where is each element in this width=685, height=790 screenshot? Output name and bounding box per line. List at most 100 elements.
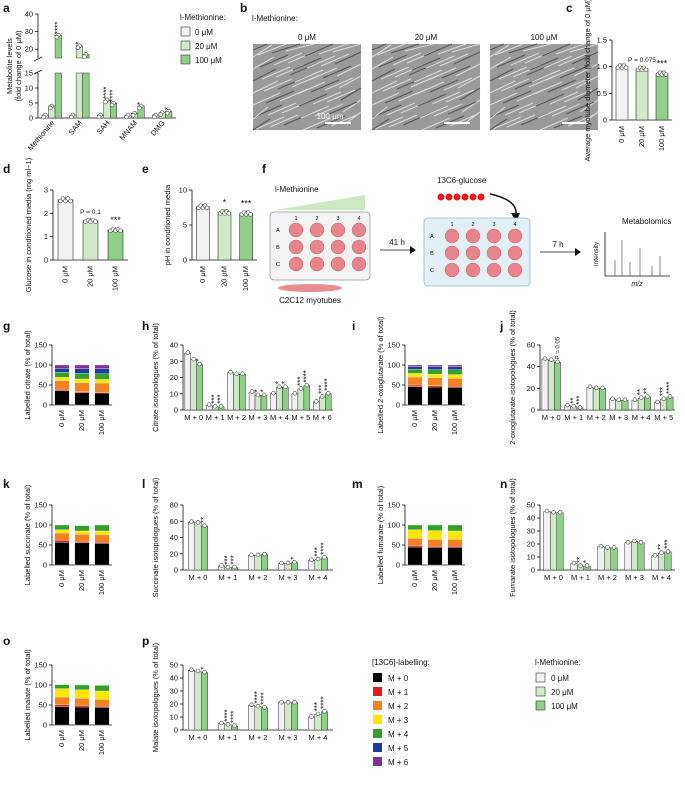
panel-letter-o: o bbox=[3, 634, 10, 648]
y-tick-label: 5 bbox=[183, 221, 187, 230]
y-axis-title: Labelled 2-oxoglutarate (% of total) bbox=[376, 316, 385, 433]
bar-M + 3-2 bbox=[260, 395, 268, 411]
myotube-fiber bbox=[314, 103, 344, 117]
replicate-dot bbox=[661, 396, 666, 401]
myotube-fiber bbox=[529, 57, 559, 71]
myotube-fiber bbox=[427, 67, 457, 81]
x-tick-label: 100 μM bbox=[111, 266, 120, 291]
panel-letter-j: j bbox=[499, 319, 503, 333]
y-tick-label: 20 bbox=[170, 700, 178, 709]
replicate-dot bbox=[610, 396, 615, 401]
significance-label: **** bbox=[53, 22, 62, 34]
y-tick-label: 50 bbox=[39, 541, 47, 550]
myotube-fiber bbox=[371, 106, 388, 120]
y-tick-label: 1.5 bbox=[597, 36, 607, 45]
replicate-dot bbox=[279, 699, 284, 705]
y-tick-label: 100 bbox=[34, 361, 47, 370]
myotube-fiber bbox=[489, 56, 512, 70]
bar-M + 0-2 bbox=[201, 672, 208, 731]
replicate-dot bbox=[625, 539, 631, 545]
stack-segment-M3 bbox=[94, 379, 110, 384]
myotube-fiber bbox=[571, 51, 599, 65]
x-tick-label: 100 μM bbox=[97, 730, 106, 755]
y-tick-label: 0 bbox=[43, 721, 47, 730]
bar-M + 0-2 bbox=[554, 362, 561, 411]
y-tick-label: 150 bbox=[34, 501, 47, 510]
x-tick-label: 100 μM bbox=[657, 126, 666, 151]
replicate-dot bbox=[285, 699, 291, 705]
myotube-fiber bbox=[371, 44, 392, 58]
myotube-fiber bbox=[374, 116, 404, 130]
myotube-fiber bbox=[378, 54, 408, 68]
bar-100 μM bbox=[655, 73, 669, 121]
time-label-2: 7 h bbox=[552, 240, 563, 249]
well-col-label: 4 bbox=[513, 222, 516, 228]
replicate-dot bbox=[165, 110, 170, 116]
significance-label: P = 0.075 bbox=[628, 57, 656, 64]
stack-segment-M2 bbox=[74, 698, 90, 706]
myotube-fiber bbox=[376, 43, 406, 56]
myotube-fiber bbox=[371, 80, 398, 94]
micrograph-label: 0 μM bbox=[298, 33, 316, 42]
x-tick-label: M + 4 bbox=[309, 573, 328, 582]
x-tick-label: M + 4 bbox=[309, 733, 328, 742]
stack-segment-M0 bbox=[54, 706, 70, 726]
myotube-fiber bbox=[382, 78, 412, 92]
stack-segment-M1 bbox=[447, 546, 463, 548]
myotube-fiber bbox=[371, 68, 396, 82]
replicate-dot bbox=[292, 699, 297, 705]
x-tick-label: 0 μM bbox=[57, 410, 66, 427]
glucose-label: 13C6-glucose bbox=[437, 176, 487, 185]
x-tick-label: M + 0 bbox=[542, 413, 561, 422]
y-tick-label: 10 bbox=[527, 553, 535, 562]
myotube-fiber bbox=[294, 69, 324, 83]
replicate-dot bbox=[189, 667, 194, 672]
bar-M + 3-0 bbox=[248, 391, 256, 411]
well bbox=[507, 262, 523, 278]
x-tick-label: SAH bbox=[95, 119, 112, 137]
stack-segment-M2 bbox=[74, 534, 90, 542]
significance-label: *** bbox=[659, 387, 668, 396]
y-tick-label: 0 bbox=[603, 116, 607, 125]
stack-segment-M3 bbox=[447, 374, 463, 379]
significance-label: P = 0.05 bbox=[556, 336, 562, 359]
y-axis-title: Metabolite levels bbox=[5, 38, 14, 94]
well bbox=[507, 228, 523, 244]
bar-M + 2-0 bbox=[248, 705, 255, 731]
myotube-fiber bbox=[457, 75, 481, 89]
replicate-dot bbox=[551, 510, 556, 515]
y-tick-label: 5 bbox=[29, 99, 33, 108]
x-tick-label: 0 μM bbox=[61, 266, 70, 283]
stack-segment-M4 bbox=[407, 524, 423, 530]
x-tick-label: 20 μM bbox=[77, 410, 86, 431]
myotube-fiber bbox=[252, 118, 271, 131]
x-tick-label: 100 μM bbox=[450, 410, 459, 435]
x-tick-label: M + 1 bbox=[571, 573, 590, 582]
stack-segment-M5 bbox=[427, 366, 443, 370]
stack-segment-M3 bbox=[447, 530, 463, 540]
myotube-fiber bbox=[429, 79, 459, 93]
time-label: 41 h bbox=[389, 238, 405, 247]
well-row-label: A bbox=[276, 228, 280, 234]
bar-M + 2-1 bbox=[592, 388, 600, 411]
bar-M + 4-1 bbox=[658, 552, 665, 571]
replicate-dot bbox=[69, 114, 74, 120]
y-tick-label: 0 bbox=[174, 726, 178, 735]
myotube-fiber bbox=[324, 77, 354, 91]
stack-segment-M4 bbox=[74, 373, 90, 380]
y-tick-label: 40 bbox=[170, 341, 178, 350]
legend-label: 20 μM bbox=[195, 42, 218, 51]
x-tick-label: M + 1 bbox=[219, 573, 238, 582]
y-tick-label: 50 bbox=[39, 701, 47, 710]
bar-M + 4-0 bbox=[270, 393, 277, 411]
bar-M + 5-1 bbox=[297, 388, 305, 411]
replicate-dot bbox=[326, 391, 331, 396]
stack-segment-M4 bbox=[447, 369, 463, 375]
myotube-fiber bbox=[304, 43, 334, 57]
y-tick-label: 10 bbox=[25, 84, 33, 93]
stack-segment-M5 bbox=[74, 368, 90, 374]
legend-label: 0 μM bbox=[551, 674, 569, 683]
myotube-fiber bbox=[431, 91, 461, 105]
bar-0 μM bbox=[615, 66, 629, 121]
myotube-fiber bbox=[342, 99, 362, 113]
